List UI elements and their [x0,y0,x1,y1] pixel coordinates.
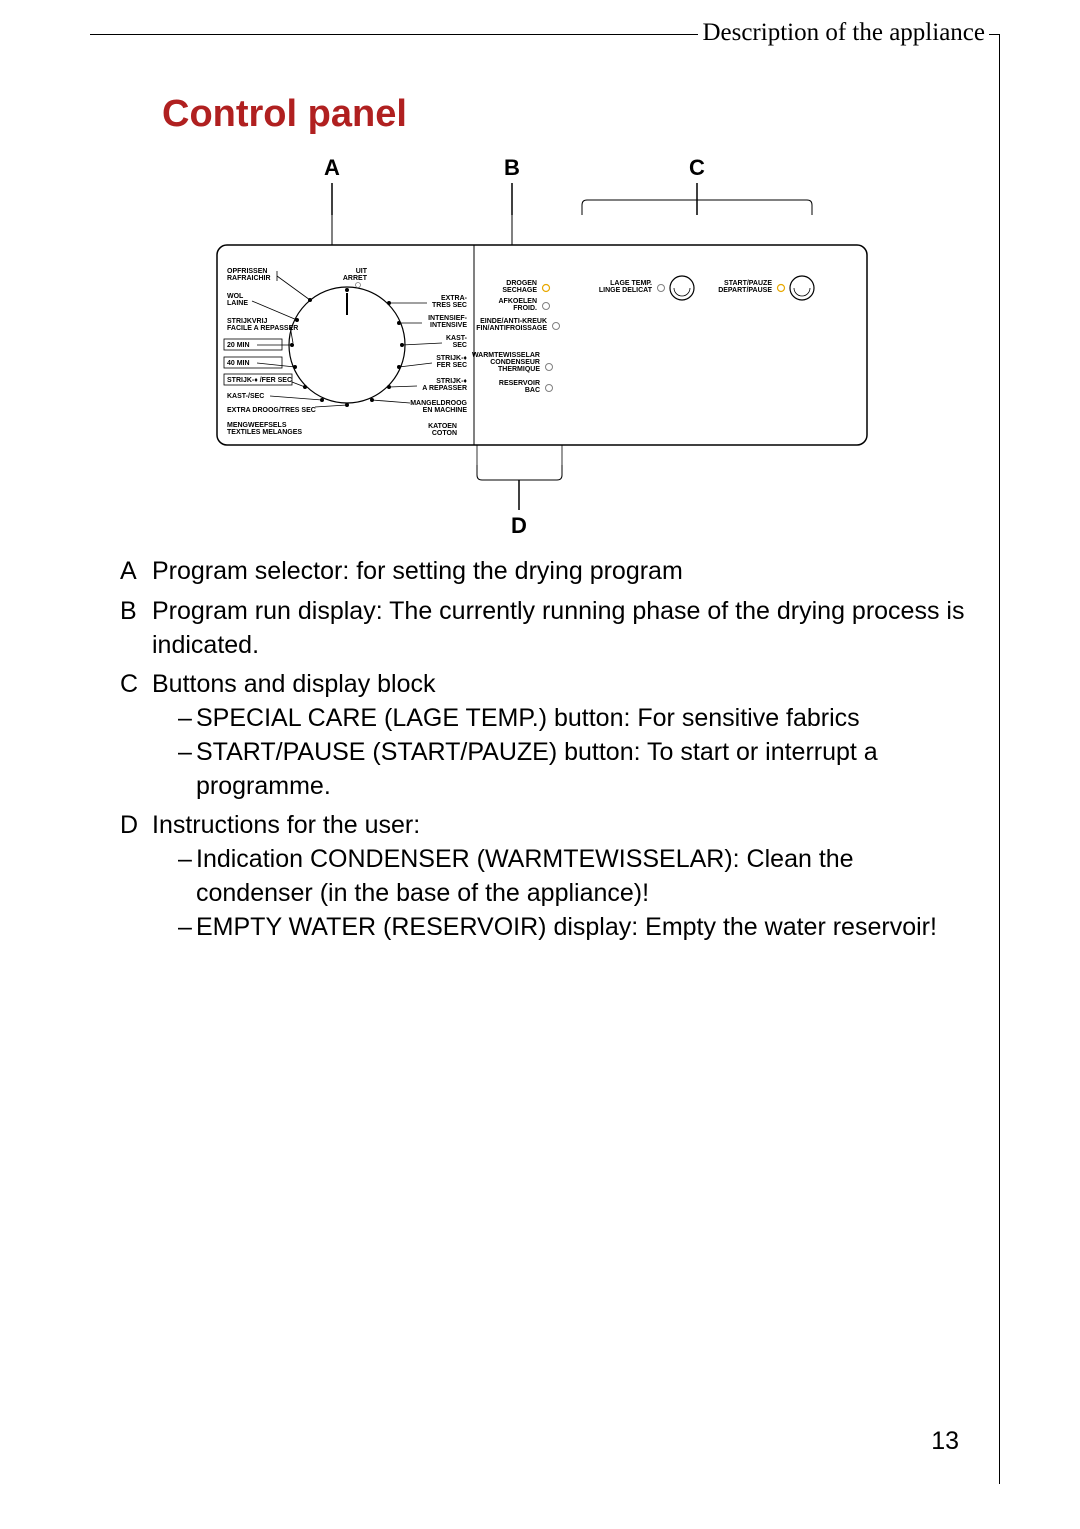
svg-text:MANGELDROOGEN MACHINE: MANGELDROOGEN MACHINE [410,400,467,414]
svg-text:KAST-/SEC: KAST-/SEC [227,393,264,400]
svg-text:INTENSIEF-INTENSIVE: INTENSIEF-INTENSIVE [428,315,468,329]
row-text-d: Instructions for the user: [152,809,970,843]
svg-text:WARMTEWISSELARCONDENSEURTHERMI: WARMTEWISSELARCONDENSEURTHERMIQUE [472,352,540,373]
page-frame: Description of the appliance Control pan… [90,34,1000,1484]
sub-d-0: Indication CONDENSER (WARMTEWISSELAR): C… [178,843,970,911]
row-text-c: Buttons and display block [152,668,970,702]
row-label-d: D [120,809,152,944]
svg-text:EXTRA-TRES SEC: EXTRA-TRES SEC [432,295,468,309]
body-text: A Program selector: for setting the dryi… [120,555,970,950]
section-title: Control panel [162,93,407,136]
svg-text:40 MIN: 40 MIN [227,360,250,367]
diagram-label-b: B [504,155,520,180]
svg-text:AFKOELENFROID.: AFKOELENFROID. [499,298,538,312]
svg-text:STRIJK-♦A REPASSER: STRIJK-♦A REPASSER [422,378,467,392]
svg-text:20 MIN: 20 MIN [227,342,250,349]
diagram-label-a: A [324,155,340,180]
svg-text:EXTRA DROOG/TRES SEC: EXTRA DROOG/TRES SEC [227,407,316,414]
svg-text:KATOENCOTON: KATOENCOTON [428,423,457,437]
row-text-b: Program run display: The currently runni… [152,595,970,663]
sub-d-1: EMPTY WATER (RESERVOIR) display: Empty t… [178,911,970,945]
page-header: Description of the appliance [698,19,989,47]
row-label-c: C [120,668,152,803]
svg-text:DROGENSECHAGE: DROGENSECHAGE [502,280,537,294]
control-panel-diagram: A B C [162,145,922,545]
diagram-label-d: D [511,513,527,538]
row-text-a: Program selector: for setting the drying… [152,555,970,589]
svg-text:WOLLAINE: WOLLAINE [227,293,248,307]
row-label-b: B [120,595,152,663]
svg-text:STRIJKVRIJFACILE A REPASSER: STRIJKVRIJFACILE A REPASSER [227,318,298,332]
svg-text:EINDE/ANTI-KREUKFIN/ANTIFROISS: EINDE/ANTI-KREUKFIN/ANTIFROISSAGE [476,318,547,332]
svg-text:LAGE TEMP.LINGE DELICAT: LAGE TEMP.LINGE DELICAT [599,280,653,294]
svg-text:RESERVOIRBAC: RESERVOIRBAC [499,380,540,394]
sub-c-0: SPECIAL CARE (LAGE TEMP.) button: For se… [178,702,970,736]
sub-c-1: START/PAUSE (START/PAUZE) button: To sta… [178,736,970,804]
page-number: 13 [931,1427,959,1456]
diagram-label-c: C [689,155,705,180]
svg-text:UITARRET: UITARRET [343,268,368,282]
svg-text:START/PAUZEDEPART/PAUSE: START/PAUZEDEPART/PAUSE [718,280,772,294]
svg-text:STRIJK-♦FER SEC: STRIJK-♦FER SEC [436,355,467,369]
svg-text:KAST-SEC: KAST-SEC [446,335,468,349]
svg-text:OPFRISSENRAFRAICHIR: OPFRISSENRAFRAICHIR [227,268,271,282]
row-label-a: A [120,555,152,589]
svg-text:STRIJK-♦ /FER SEC: STRIJK-♦ /FER SEC [227,377,292,384]
svg-text:MENGWEEFSELSTEXTILES MELANGES: MENGWEEFSELSTEXTILES MELANGES [227,422,302,436]
